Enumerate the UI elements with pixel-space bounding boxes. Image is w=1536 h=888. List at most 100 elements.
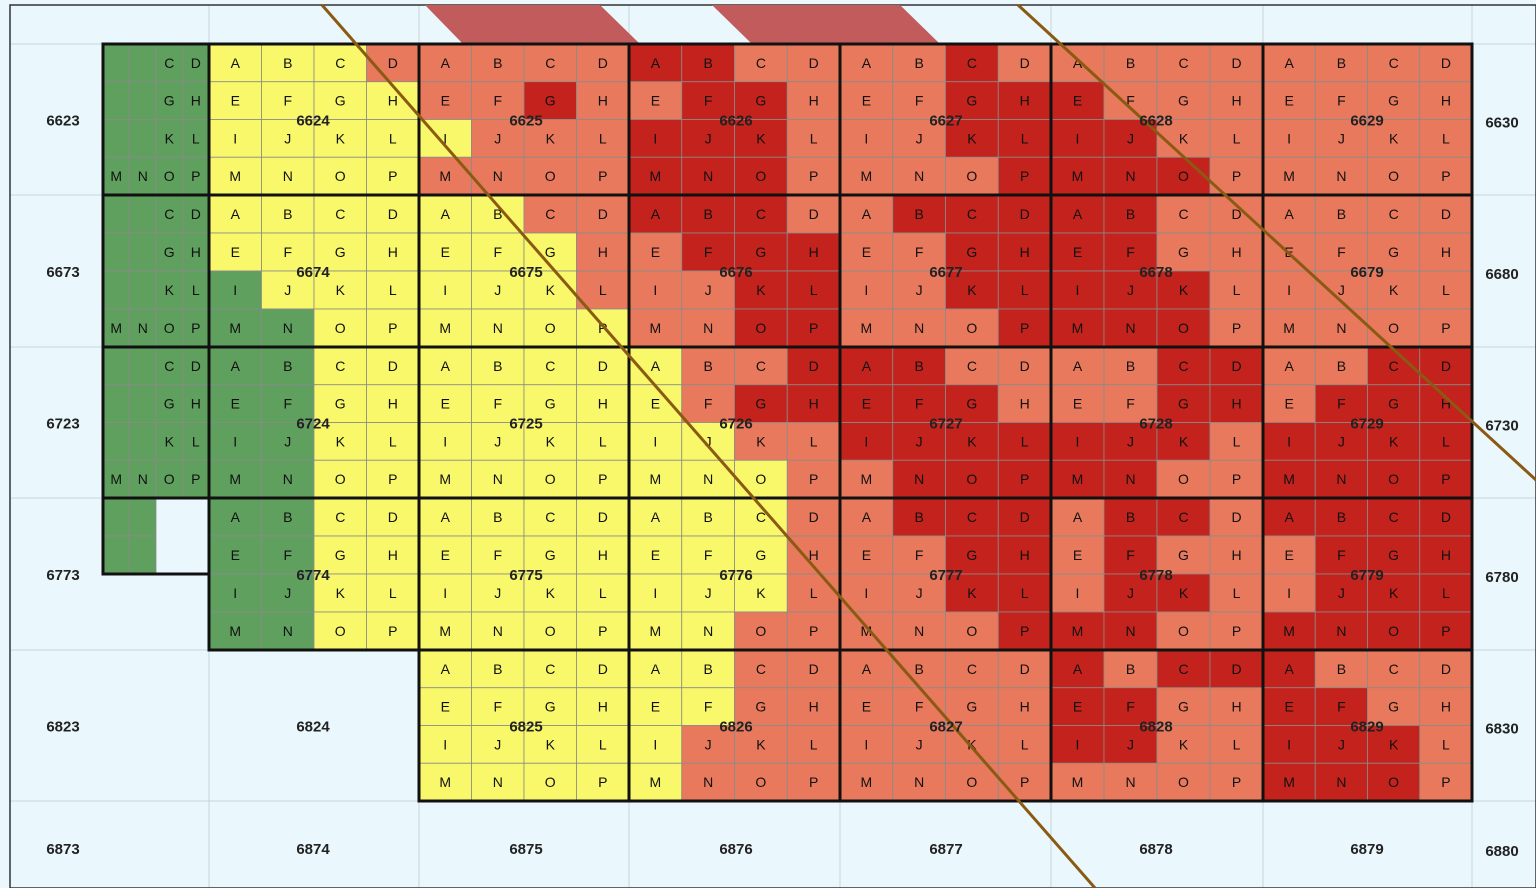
grid-cell [681, 649, 735, 689]
grid-cell [945, 422, 999, 461]
cell-letter: P [809, 471, 818, 487]
cell-letter: M [861, 623, 873, 639]
cell-letter: A [651, 55, 661, 71]
cell-letter: G [545, 547, 556, 563]
cell-letter: M [439, 623, 451, 639]
row-label-left: 6873 [46, 841, 79, 858]
cell-letter: D [191, 206, 201, 222]
cell-letter: C [335, 358, 345, 374]
cell-letter: L [810, 130, 818, 146]
cell-letter: O [335, 623, 346, 639]
grid-cell [1262, 762, 1316, 802]
block-borders [101, 42, 1474, 803]
cell-letter: C [967, 206, 977, 222]
cell-letter: F [493, 396, 502, 412]
cell-letter: E [862, 547, 871, 563]
grid-cell [1156, 422, 1211, 461]
grid-cell [945, 459, 999, 499]
cell-letter: K [967, 736, 977, 752]
cell-letter: M [1072, 320, 1084, 336]
cell-letter: L [1233, 130, 1241, 146]
grid-cell [418, 762, 472, 802]
cell-letter: D [809, 661, 819, 677]
cell-letter: A [651, 206, 661, 222]
cell-letter: G [755, 244, 766, 260]
grid-cell [129, 346, 157, 386]
grid-cell [1419, 762, 1473, 802]
cell-letter: F [1126, 699, 1135, 715]
cell-letter: N [1336, 774, 1346, 790]
grid-cell [628, 119, 683, 158]
grid-cell [681, 535, 735, 575]
cell-letter: H [598, 244, 608, 260]
grid-cell [681, 687, 735, 726]
grid-cell [208, 497, 262, 537]
cell-letter: E [441, 244, 450, 260]
cell-letter: I [653, 736, 657, 752]
grid-cell [418, 194, 472, 234]
grid-cell [1419, 81, 1473, 120]
grid-cell [155, 194, 183, 234]
cell-letter: K [546, 736, 556, 752]
grid-cell [313, 497, 367, 537]
grid-cell [313, 573, 367, 613]
grid-cell [892, 762, 946, 802]
cell-letter: G [966, 547, 977, 563]
cell-letter: C [1389, 509, 1399, 525]
grid-cell [892, 422, 946, 461]
cell-letter: F [283, 93, 292, 109]
grid-cell [313, 611, 367, 651]
cell-letter: I [1076, 736, 1080, 752]
grid-cell [576, 573, 630, 613]
cell-letter: I [1287, 736, 1291, 752]
grid-cell [1156, 194, 1211, 234]
cell-letter: P [1232, 774, 1241, 790]
cell-letter: O [1178, 623, 1189, 639]
block-label: 6828 [1139, 719, 1172, 736]
cell-letter: M [439, 471, 451, 487]
grid-cell [418, 611, 472, 651]
row-label-right: 6830 [1485, 721, 1518, 738]
cell-letter: B [493, 206, 502, 222]
cell-letter: O [1178, 471, 1189, 487]
cell-letter: D [191, 55, 201, 71]
grid-cell [1156, 687, 1211, 726]
cell-letter: P [598, 623, 607, 639]
grid-cell [129, 43, 157, 83]
grid-cell [1419, 43, 1473, 83]
cell-letter: P [809, 774, 818, 790]
grid-cell [1156, 43, 1211, 83]
cell-letter: P [1232, 320, 1241, 336]
grid-cell [1262, 725, 1316, 764]
grid-cell [366, 422, 420, 461]
grid-cell [418, 573, 472, 613]
cell-letter: A [441, 661, 451, 677]
cell-letter: J [916, 736, 923, 752]
cell-letter: G [164, 396, 175, 412]
cell-letter: J [494, 130, 501, 146]
grid-cell [182, 459, 210, 499]
cell-letter: I [443, 736, 447, 752]
cell-letter: K [336, 130, 346, 146]
grid-cell [182, 119, 210, 158]
cell-letter: A [1073, 661, 1083, 677]
cell-letter: E [651, 93, 660, 109]
cell-letter: I [1287, 282, 1291, 298]
cell-letter: N [493, 471, 503, 487]
grid-cell [1156, 346, 1211, 386]
block-label: 6776 [719, 567, 752, 584]
grid-cell [523, 725, 577, 764]
cell-letter: J [1338, 736, 1345, 752]
cell-letter: K [756, 585, 766, 601]
grid-cell [786, 384, 841, 423]
grid-cell [471, 270, 525, 310]
grid-cell [1314, 43, 1368, 83]
row-label-right: 6680 [1485, 266, 1518, 283]
grid-cell [997, 573, 1052, 613]
cell-letter: D [598, 661, 608, 677]
grid-cell [129, 232, 157, 272]
cell-letter: L [1021, 130, 1029, 146]
grid-cell [839, 687, 894, 726]
grid-cell [1103, 43, 1158, 83]
cell-letter: N [493, 623, 503, 639]
